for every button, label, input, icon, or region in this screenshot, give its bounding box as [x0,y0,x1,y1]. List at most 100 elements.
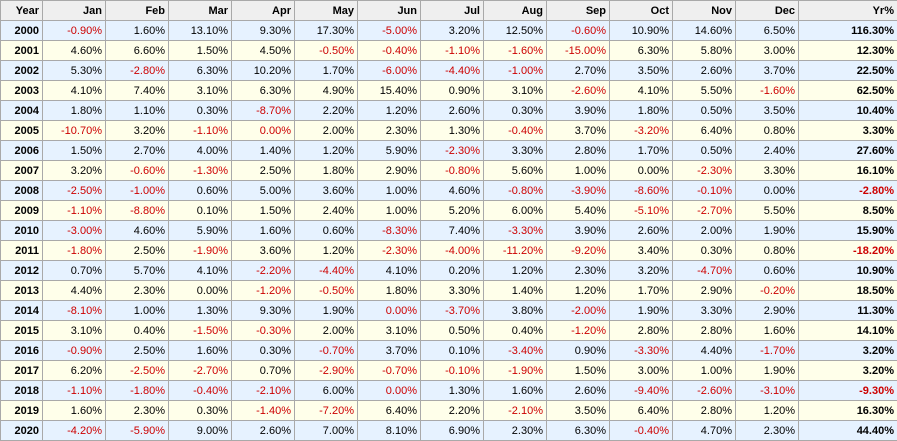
month-return-cell: 6.00% [483,200,547,221]
month-return-cell: 3.30% [735,160,799,181]
month-return-cell: -1.60% [483,40,547,61]
month-return-cell: 1.80% [357,280,421,301]
yearly-return-cell: 10.90% [798,260,897,281]
month-return-cell: 5.70% [105,260,169,281]
month-return-cell: -3.90% [546,180,610,201]
month-return-cell: 2.60% [672,60,736,81]
month-return-cell: 1.90% [294,300,358,321]
month-return-cell: 1.90% [735,360,799,381]
month-return-cell: 3.10% [483,80,547,101]
month-return-cell: -0.30% [231,320,295,341]
month-return-cell: -6.00% [357,60,421,81]
month-return-cell: 0.10% [420,340,484,361]
month-return-cell: -1.50% [168,320,232,341]
month-return-cell: 2.30% [735,420,799,441]
month-return-cell: -0.40% [168,380,232,401]
yearly-return-cell: 16.10% [798,160,897,181]
year-cell: 2000 [0,20,43,41]
table-row: 2018 -1.10% -1.80% -0.40% -2.10% 6.00% 0.00% 1.… [0,380,897,401]
month-return-cell: -4.00% [420,240,484,261]
month-return-cell: 6.50% [735,20,799,41]
month-return-cell: 1.40% [231,140,295,161]
yearly-return-cell: 62.50% [798,80,897,101]
month-return-cell: 2.90% [672,280,736,301]
month-return-cell: 5.50% [735,200,799,221]
month-return-cell: -2.30% [357,240,421,261]
table-row: 2012 0.70% 5.70% 4.10% -2.20% -4.40% 4.10% 0.20… [0,260,897,281]
month-return-cell: -2.50% [42,180,106,201]
month-return-cell: 9.30% [231,300,295,321]
month-return-cell: 0.70% [231,360,295,381]
month-return-cell: 4.60% [42,40,106,61]
month-return-cell: -9.20% [546,240,610,261]
month-return-cell: 5.90% [168,220,232,241]
month-return-cell: 2.20% [294,100,358,121]
month-return-cell: -8.70% [231,100,295,121]
column-header-oct: Oct [609,0,673,21]
yearly-return-cell: 16.30% [798,400,897,421]
month-return-cell: 0.30% [231,340,295,361]
month-return-cell: -4.40% [294,260,358,281]
month-return-cell: 7.40% [105,80,169,101]
month-return-cell: 6.90% [420,420,484,441]
month-return-cell: 1.50% [546,360,610,381]
month-return-cell: 0.00% [231,120,295,141]
month-return-cell: 3.50% [609,60,673,81]
month-return-cell: -15.00% [546,40,610,61]
yearly-return-cell: 22.50% [798,60,897,81]
yearly-return-cell: 12.30% [798,40,897,61]
month-return-cell: -8.60% [609,180,673,201]
month-return-cell: 0.90% [546,340,610,361]
month-return-cell: 0.00% [735,180,799,201]
month-return-cell: 6.40% [672,120,736,141]
yearly-return-cell: -9.30% [798,380,897,401]
month-return-cell: 1.20% [294,240,358,261]
column-header-jul: Jul [420,0,484,21]
column-header-sep: Sep [546,0,610,21]
yearly-return-cell: 116.30% [798,20,897,41]
month-return-cell: 13.10% [168,20,232,41]
month-return-cell: 1.30% [420,120,484,141]
month-return-cell: 6.20% [42,360,106,381]
month-return-cell: -0.50% [294,40,358,61]
month-return-cell: 2.60% [546,380,610,401]
table-row: 2014 -8.10% 1.00% 1.30% 9.30% 1.90% 0.00% -3.70… [0,300,897,321]
column-header-jan: Jan [42,0,106,21]
month-return-cell: 0.00% [357,300,421,321]
month-return-cell: 9.30% [231,20,295,41]
month-return-cell: -10.70% [42,120,106,141]
year-cell: 2014 [0,300,43,321]
table-row: 2013 4.40% 2.30% 0.00% -1.20% -0.50% 1.80% 3.30… [0,280,897,301]
month-return-cell: 2.30% [546,260,610,281]
month-return-cell: 1.60% [105,20,169,41]
month-return-cell: -1.10% [420,40,484,61]
table-row: 2016 -0.90% 2.50% 1.60% 0.30% -0.70% 3.70% 0.10… [0,340,897,361]
month-return-cell: 1.30% [420,380,484,401]
month-return-cell: -2.90% [294,360,358,381]
month-return-cell: 1.20% [483,260,547,281]
column-header-aug: Aug [483,0,547,21]
table-row: 2006 1.50% 2.70% 4.00% 1.40% 1.20% 5.90% -2.30%… [0,140,897,161]
month-return-cell: -0.40% [609,420,673,441]
year-cell: 2019 [0,400,43,421]
month-return-cell: -3.30% [483,220,547,241]
month-return-cell: 0.40% [105,320,169,341]
month-return-cell: -2.70% [672,200,736,221]
month-return-cell: 5.90% [357,140,421,161]
year-cell: 2007 [0,160,43,181]
month-return-cell: 4.10% [42,80,106,101]
month-return-cell: 5.80% [672,40,736,61]
month-return-cell: 1.40% [483,280,547,301]
month-return-cell: 10.90% [609,20,673,41]
year-cell: 2004 [0,100,43,121]
month-return-cell: -3.10% [735,380,799,401]
month-return-cell: 14.60% [672,20,736,41]
year-cell: 2002 [0,60,43,81]
month-return-cell: -2.00% [546,300,610,321]
month-return-cell: 2.30% [483,420,547,441]
yearly-return-cell: 3.20% [798,340,897,361]
month-return-cell: 2.60% [609,220,673,241]
table-row: 2015 3.10% 0.40% -1.50% -0.30% 2.00% 3.10% 0.50… [0,320,897,341]
month-return-cell: 1.60% [42,400,106,421]
